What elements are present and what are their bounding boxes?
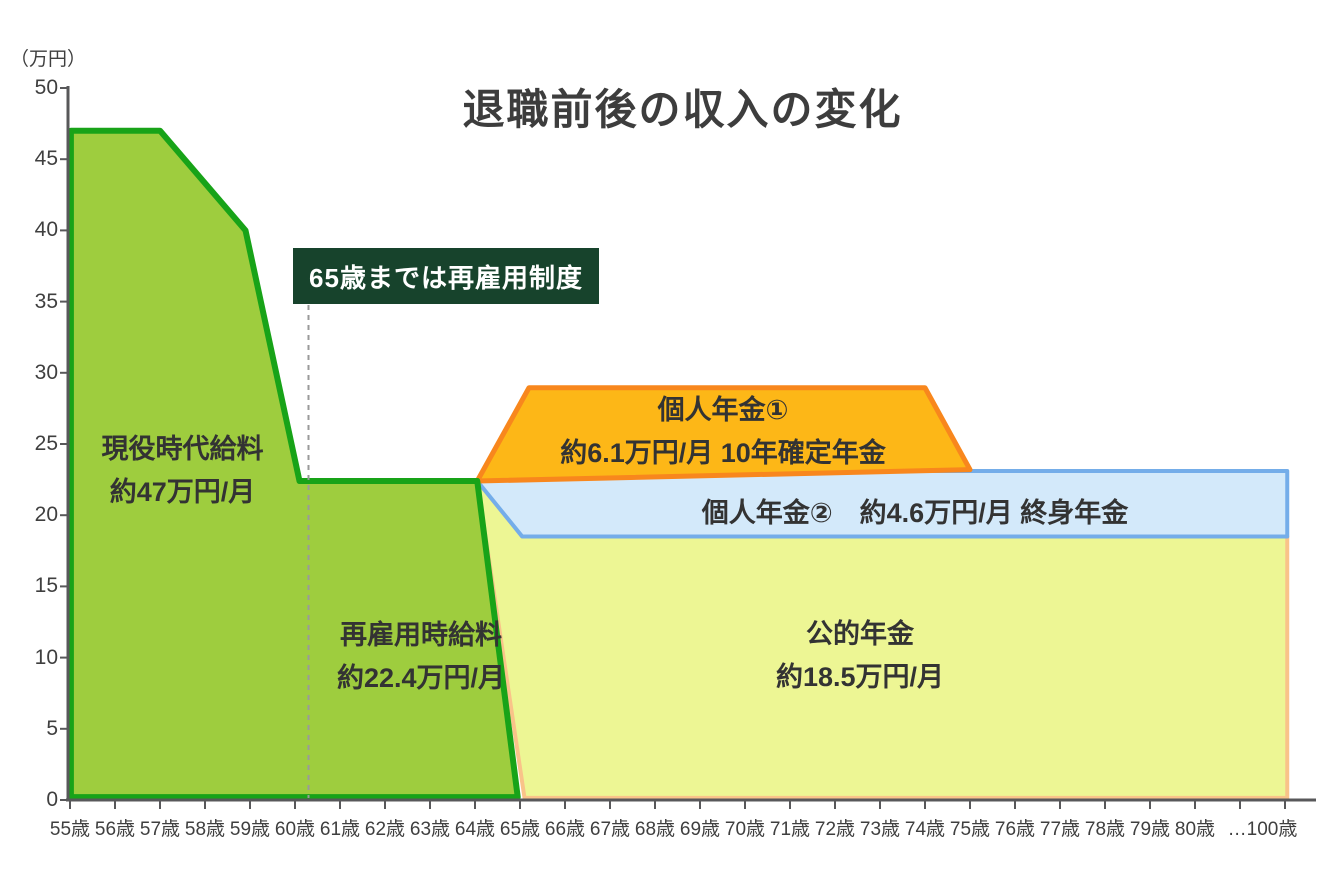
y-tick-label: 20 <box>34 503 58 527</box>
x-tick-label: 77歳 <box>1039 819 1081 840</box>
y-tick-label: 10 <box>34 645 58 669</box>
x-tick-label: 80歳 <box>1174 819 1216 840</box>
y-tick-label: 0 <box>46 788 58 811</box>
x-tick-label: 73歳 <box>859 819 901 840</box>
reemployment-annotation-text: 65歳までは再雇用制度 <box>309 262 583 293</box>
y-tick-label: 5 <box>46 716 58 740</box>
x-tick-label: 67歳 <box>589 819 631 840</box>
x-tick-label: 79歳 <box>1129 819 1171 840</box>
x-tick-label: 68歳 <box>634 819 676 840</box>
x-tick-label: 70歳 <box>724 819 766 840</box>
working-salary-label: 現役時代給料 約47万円/月 <box>75 428 290 513</box>
y-tick-label: 30 <box>34 360 58 384</box>
x-tick-label: 71歳 <box>769 819 811 840</box>
public-pension-label-line1: 公的年金 <box>806 619 914 649</box>
public-pension-label: 公的年金 約18.5万円/月 <box>720 613 1000 698</box>
personal-pension-2-label-line1: 個人年金② 約4.6万円/月 終身年金 <box>701 498 1129 528</box>
x-tick-label: 59歳 <box>229 819 271 840</box>
x-tick-label: 74歳 <box>904 819 946 840</box>
y-tick-label: 50 <box>34 76 58 99</box>
x-tick-label: 60歳 <box>274 819 316 840</box>
public-pension-label-line2: 約18.5万円/月 <box>775 661 945 692</box>
y-tick-label: 25 <box>34 432 58 455</box>
working-salary-label-line1: 現役時代給料 <box>101 434 264 464</box>
x-tick-label: 72歳 <box>814 819 856 840</box>
personal-pension-1-label: 個人年金① 約6.1万円/月 10年確定年金 <box>498 389 948 474</box>
y-axis-unit-label: （万円） <box>10 49 87 70</box>
x-tick-label: 56歳 <box>94 819 136 840</box>
x-tick-label: 65歳 <box>499 819 541 840</box>
y-tick-label: 15 <box>34 574 58 598</box>
salary-area <box>67 127 521 801</box>
x-tick-label: 66歳 <box>544 819 586 840</box>
reemployment-salary-label-line2: 約22.4万円/月 <box>336 662 506 693</box>
x-tick-label: …100歳 <box>1227 819 1298 840</box>
chart-title: 退職前後の収入の変化 <box>462 86 903 133</box>
reemployment-salary-label-line1: 再雇用時給料 <box>340 620 502 650</box>
x-tick-label: 58歳 <box>184 819 226 840</box>
reemployment-annotation: 65歳までは再雇用制度 <box>293 248 599 304</box>
x-tick-label: 64歳 <box>454 819 496 840</box>
personal-pension-1-area <box>474 385 973 484</box>
x-tick-label: 75歳 <box>949 819 991 840</box>
y-tick-label: 45 <box>34 147 58 171</box>
x-tick-label: 55歳 <box>49 819 91 840</box>
x-tick-label: 62歳 <box>364 819 406 840</box>
x-tick-label: 63歳 <box>409 819 451 840</box>
working-salary-label-line2: 約47万円/月 <box>109 476 256 507</box>
x-tick-label: 78歳 <box>1084 819 1126 840</box>
personal-pension-1-label-line2: 約6.1万円/月 10年確定年金 <box>560 437 886 468</box>
x-tick-label: 61歳 <box>319 819 361 840</box>
reemployment-salary-label: 再雇用時給料 約22.4万円/月 <box>305 614 537 699</box>
x-tick-label: 76歳 <box>994 819 1036 840</box>
personal-pension-1-label-line1: 個人年金① <box>657 395 789 425</box>
x-tick-label: 69歳 <box>679 819 721 840</box>
x-tick-label: 57歳 <box>139 819 181 840</box>
y-tick-label: 40 <box>34 218 58 242</box>
y-tick-label: 35 <box>34 289 58 313</box>
personal-pension-2-label: 個人年金② 約4.6万円/月 終身年金 <box>630 492 1200 535</box>
